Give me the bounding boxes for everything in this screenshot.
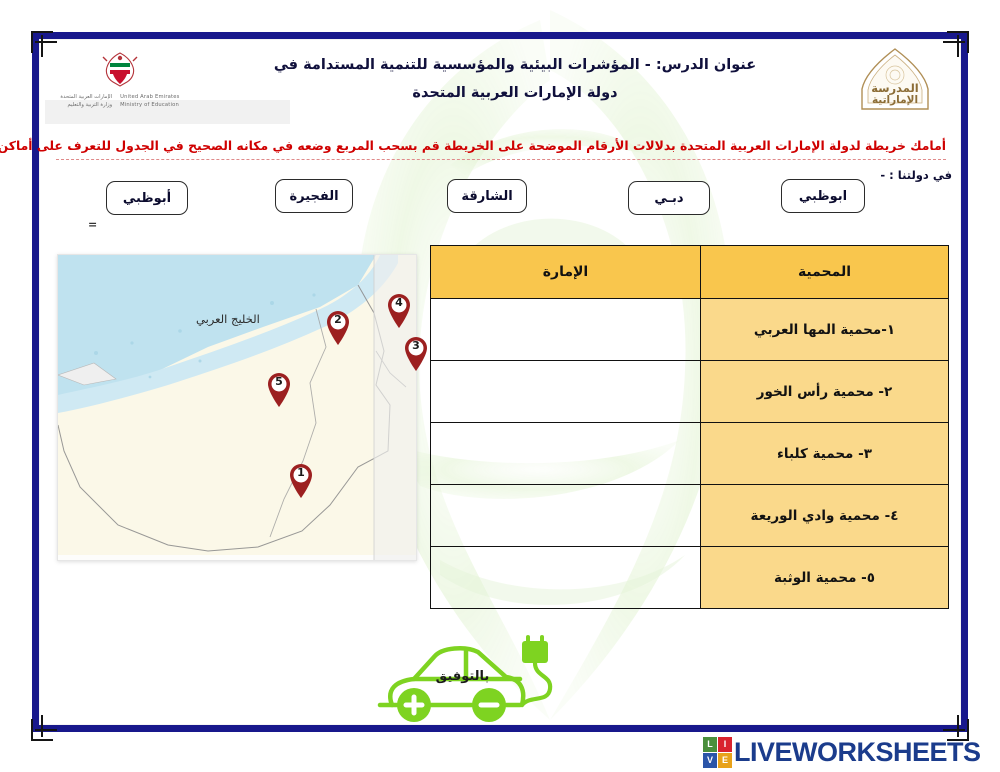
svg-text:المدرسة: المدرسة <box>871 81 919 95</box>
electric-car-graphic: بالتوفيق <box>370 633 580 728</box>
draggable-option-abudhabi-1[interactable]: ابوظبي <box>781 179 865 213</box>
map-pin-3: 3 <box>403 336 429 372</box>
reserve-name-2: ٢- محمية رأس الخور <box>700 360 949 423</box>
car-wheel-minus-icon <box>472 688 506 722</box>
uae-falcon-emblem-icon <box>102 52 138 88</box>
lesson-title: عنوان الدرس: - المؤشرات البيئية والمؤسسي… <box>195 52 835 107</box>
ministry-caption: United Arab Emirates Ministry of Educati… <box>60 94 179 109</box>
table-row: ١-محمية المها العربي <box>430 298 949 361</box>
liveworksheets-wordmark: LIVEWORKSHEETS <box>734 736 981 767</box>
ministry-caption-ar: الإمارات العربية المتحدة وزارة التربية و… <box>60 94 113 108</box>
emirate-dropzone-3[interactable] <box>430 422 701 485</box>
worksheet-header: المدرسة الإماراتية عنوان الدرس: - المؤشر… <box>45 40 955 120</box>
ministry-caption-en: United Arab Emirates Ministry of Educati… <box>120 94 180 108</box>
liveworksheets-tiles: L I V E <box>703 736 732 768</box>
lesson-title-line2: دولة الإمارات العربية المتحدة <box>412 85 618 101</box>
reserve-name-3: ٣- محمية كلباء <box>700 422 949 485</box>
table-row: ٤- محمية وادي الوريعة <box>430 484 949 547</box>
draggable-option-sharjah[interactable]: الشارقة <box>447 179 527 213</box>
map-pin-2-number: 2 <box>334 313 342 326</box>
table-header-row: المحمية الإمارة <box>430 245 949 299</box>
reserve-name-5: ٥- محمية الوثبة <box>700 546 949 609</box>
draggable-options: ابوظبي دبـي الشارقة الفجيرة أبوظبي <box>85 179 865 217</box>
emirate-dropzone-4[interactable] <box>430 484 701 547</box>
lesson-title-line1: عنوان الدرس: - المؤشرات البيئية والمؤسسي… <box>273 57 757 74</box>
map-pin-5: 5 <box>266 372 292 408</box>
brand-tile-v: V <box>703 752 717 768</box>
emirate-dropzone-2[interactable] <box>430 360 701 423</box>
reserves-table-wrapper: المحمية الإمارة ١-محمية المها العربي ٢- … <box>430 245 949 609</box>
draggable-option-fujairah[interactable]: الفجيرة <box>275 179 353 213</box>
car-wheel-plus-icon <box>397 688 431 722</box>
map-pin-1: 1 <box>288 463 314 499</box>
map-sea-label: الخليج العربي <box>196 312 260 326</box>
emirate-dropzone-5[interactable] <box>430 546 701 609</box>
map-pin-2: 2 <box>325 310 351 346</box>
map-pin-4: 4 <box>386 293 412 329</box>
liveworksheets-logo[interactable]: L I V E LIVEWORKSHEETS <box>703 735 983 769</box>
header-grey-strip <box>45 100 290 124</box>
table-header-emirate: الإمارة <box>430 245 701 299</box>
reserve-name-4: ٤- محمية وادي الوريعة <box>700 484 949 547</box>
table-row: ٣- محمية كلباء <box>430 422 949 485</box>
uae-map-image <box>57 254 417 561</box>
map-pin-4-number: 4 <box>395 296 403 309</box>
map-pin-3-number: 3 <box>412 339 420 352</box>
emirate-dropzone-1[interactable] <box>430 298 701 361</box>
instructions-suffix: في دولتنا : - <box>880 168 952 182</box>
map-pin-5-number: 5 <box>275 375 283 388</box>
table-row: ٢- محمية رأس الخور <box>430 360 949 423</box>
reserves-table: المحمية الإمارة ١-محمية المها العربي ٢- … <box>430 245 949 609</box>
brand-tile-i: I <box>718 736 732 752</box>
ministry-of-education-logo: United Arab Emirates Ministry of Educati… <box>45 45 195 115</box>
svg-text:الإماراتية: الإماراتية <box>872 94 918 106</box>
table-row: ٥- محمية الوثبة <box>430 546 949 609</box>
emirati-school-logo: المدرسة الإماراتية <box>835 42 955 118</box>
brand-tile-l: L <box>703 736 717 752</box>
stray-mark: = <box>88 218 98 231</box>
brand-tile-e: E <box>718 752 732 768</box>
map-pin-1-number: 1 <box>297 466 305 479</box>
reserve-name-1: ١-محمية المها العربي <box>700 298 949 361</box>
draggable-option-dubai[interactable]: دبـي <box>628 181 710 215</box>
good-luck-text: بالتوفيق <box>435 669 490 684</box>
instructions-divider <box>56 159 946 160</box>
draggable-option-abudhabi-2[interactable]: أبوظبي <box>106 181 188 215</box>
table-header-reserve: المحمية <box>700 245 949 299</box>
instructions-text: أمامك خريطة لدولة الإمارات العربية المتح… <box>0 138 946 153</box>
